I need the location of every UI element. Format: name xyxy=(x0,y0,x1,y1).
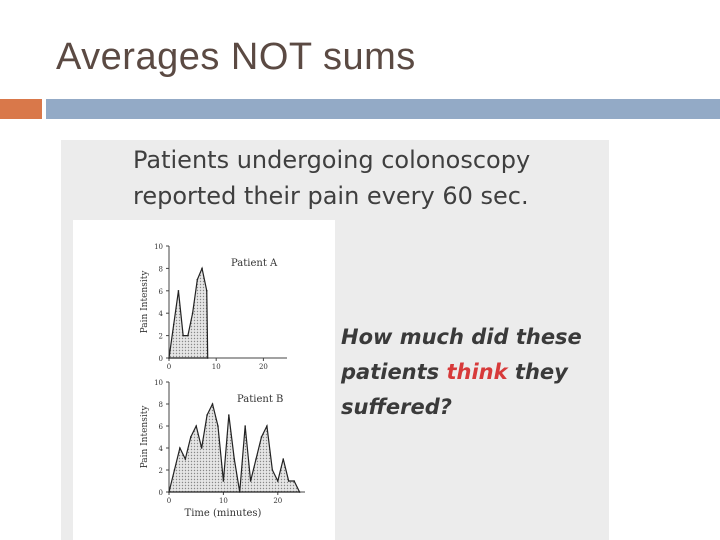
title-accent-bar-orange xyxy=(0,99,42,119)
data-point-a-9 xyxy=(206,357,209,359)
x-tick-label-a-10: 10 xyxy=(212,363,221,371)
data-point-b-15 xyxy=(249,480,252,482)
figure-heading-line2: reported their pain every 60 sec. xyxy=(133,182,529,210)
data-point-b-14 xyxy=(244,425,246,427)
y-tick-label-b-6: 6 xyxy=(159,423,164,431)
x-tick-label-b-10: 10 xyxy=(219,497,228,505)
question-line1: How much did these xyxy=(341,325,582,349)
data-point-a-1 xyxy=(172,323,175,326)
figure-image: Patients undergoing colonoscopy reported… xyxy=(61,140,609,540)
y-tick-label-b-8: 8 xyxy=(159,401,163,409)
y-tick-label-a-2: 2 xyxy=(159,333,163,341)
data-point-b-5 xyxy=(195,425,197,427)
data-point-b-12 xyxy=(233,458,236,460)
data-point-b-6 xyxy=(200,447,203,449)
pain-charts-card: 0 2 4 6 8 10 0 10 20 Pain Intensity Patient A 0 2 4 6 8… xyxy=(73,220,335,540)
data-point-b-8 xyxy=(211,403,214,405)
data-point-b-2 xyxy=(179,447,181,449)
data-point-b-7 xyxy=(206,414,208,416)
data-point-b-22 xyxy=(287,480,290,482)
data-point-b-3 xyxy=(184,458,187,460)
pain-charts-svg: 0 2 4 6 8 10 0 10 20 Pain Intensity Patient A 0 2 4 6 8… xyxy=(140,243,305,519)
data-point-b-13 xyxy=(238,491,241,493)
data-point-b-24 xyxy=(298,491,301,493)
data-point-b-18 xyxy=(266,425,268,427)
question-line2: patients think they xyxy=(341,355,601,390)
x-tick-label-b-0: 0 xyxy=(167,497,171,505)
x-tick-label-a-0: 0 xyxy=(167,363,171,371)
data-point-b-0 xyxy=(168,491,170,493)
y-tick-label-b-0: 0 xyxy=(159,489,163,497)
series-area-b xyxy=(168,402,301,493)
panel-label-a: Patient A xyxy=(231,258,278,269)
slide-title: Averages NOT sums xyxy=(56,36,416,78)
data-point-b-23 xyxy=(293,480,295,482)
y-tick-label-a-4: 4 xyxy=(159,310,164,318)
x-tick-label-b-20: 20 xyxy=(273,497,282,505)
data-point-b-4 xyxy=(189,436,192,438)
data-point-b-9 xyxy=(217,425,219,427)
y-tick-label-b-2: 2 xyxy=(159,467,163,475)
x-tick-label-a-20: 20 xyxy=(259,363,268,371)
data-point-b-19 xyxy=(271,469,274,471)
figure-heading: Patients undergoing colonoscopy reported… xyxy=(133,142,593,214)
y-tick-label-b-10: 10 xyxy=(154,379,163,387)
x-axis-label-b: Time (minutes) xyxy=(185,508,262,519)
data-point-a-2 xyxy=(177,290,180,292)
y-tick-label-a-10: 10 xyxy=(154,243,163,251)
data-point-b-21 xyxy=(282,458,285,460)
question-text: How much did these patients think they s… xyxy=(341,320,601,425)
data-point-a-0 xyxy=(168,357,170,359)
data-point-a-7 xyxy=(201,267,203,270)
y-tick-label-b-4: 4 xyxy=(159,445,164,453)
y-tick-label-a-8: 8 xyxy=(159,265,163,273)
question-emphasis: think xyxy=(446,360,508,384)
y-tick-label-a-0: 0 xyxy=(159,355,163,363)
data-point-b-20 xyxy=(277,480,279,482)
question-line2-post: they xyxy=(507,360,568,384)
data-point-a-5 xyxy=(191,312,194,314)
data-point-a-8 xyxy=(205,290,208,292)
panel-label-b: Patient B xyxy=(237,394,283,405)
data-point-a-4 xyxy=(187,334,189,337)
title-accent-bar-blue xyxy=(46,99,720,119)
data-point-a-6 xyxy=(196,278,199,281)
question-line3: suffered? xyxy=(341,395,452,419)
data-point-b-11 xyxy=(228,414,230,416)
data-point-b-16 xyxy=(255,458,257,460)
data-point-b-10 xyxy=(222,480,225,482)
question-line2-pre: patients xyxy=(341,360,447,384)
data-point-a-3 xyxy=(182,334,184,337)
y-axis-label-a: Pain Intensity xyxy=(140,270,150,334)
data-point-b-17 xyxy=(260,436,263,438)
y-tick-label-a-6: 6 xyxy=(159,288,164,296)
series-area-a xyxy=(168,266,209,359)
y-axis-label-b: Pain Intensity xyxy=(140,405,150,469)
figure-heading-line1: Patients undergoing colonoscopy xyxy=(133,146,531,174)
data-point-b-1 xyxy=(173,469,176,471)
